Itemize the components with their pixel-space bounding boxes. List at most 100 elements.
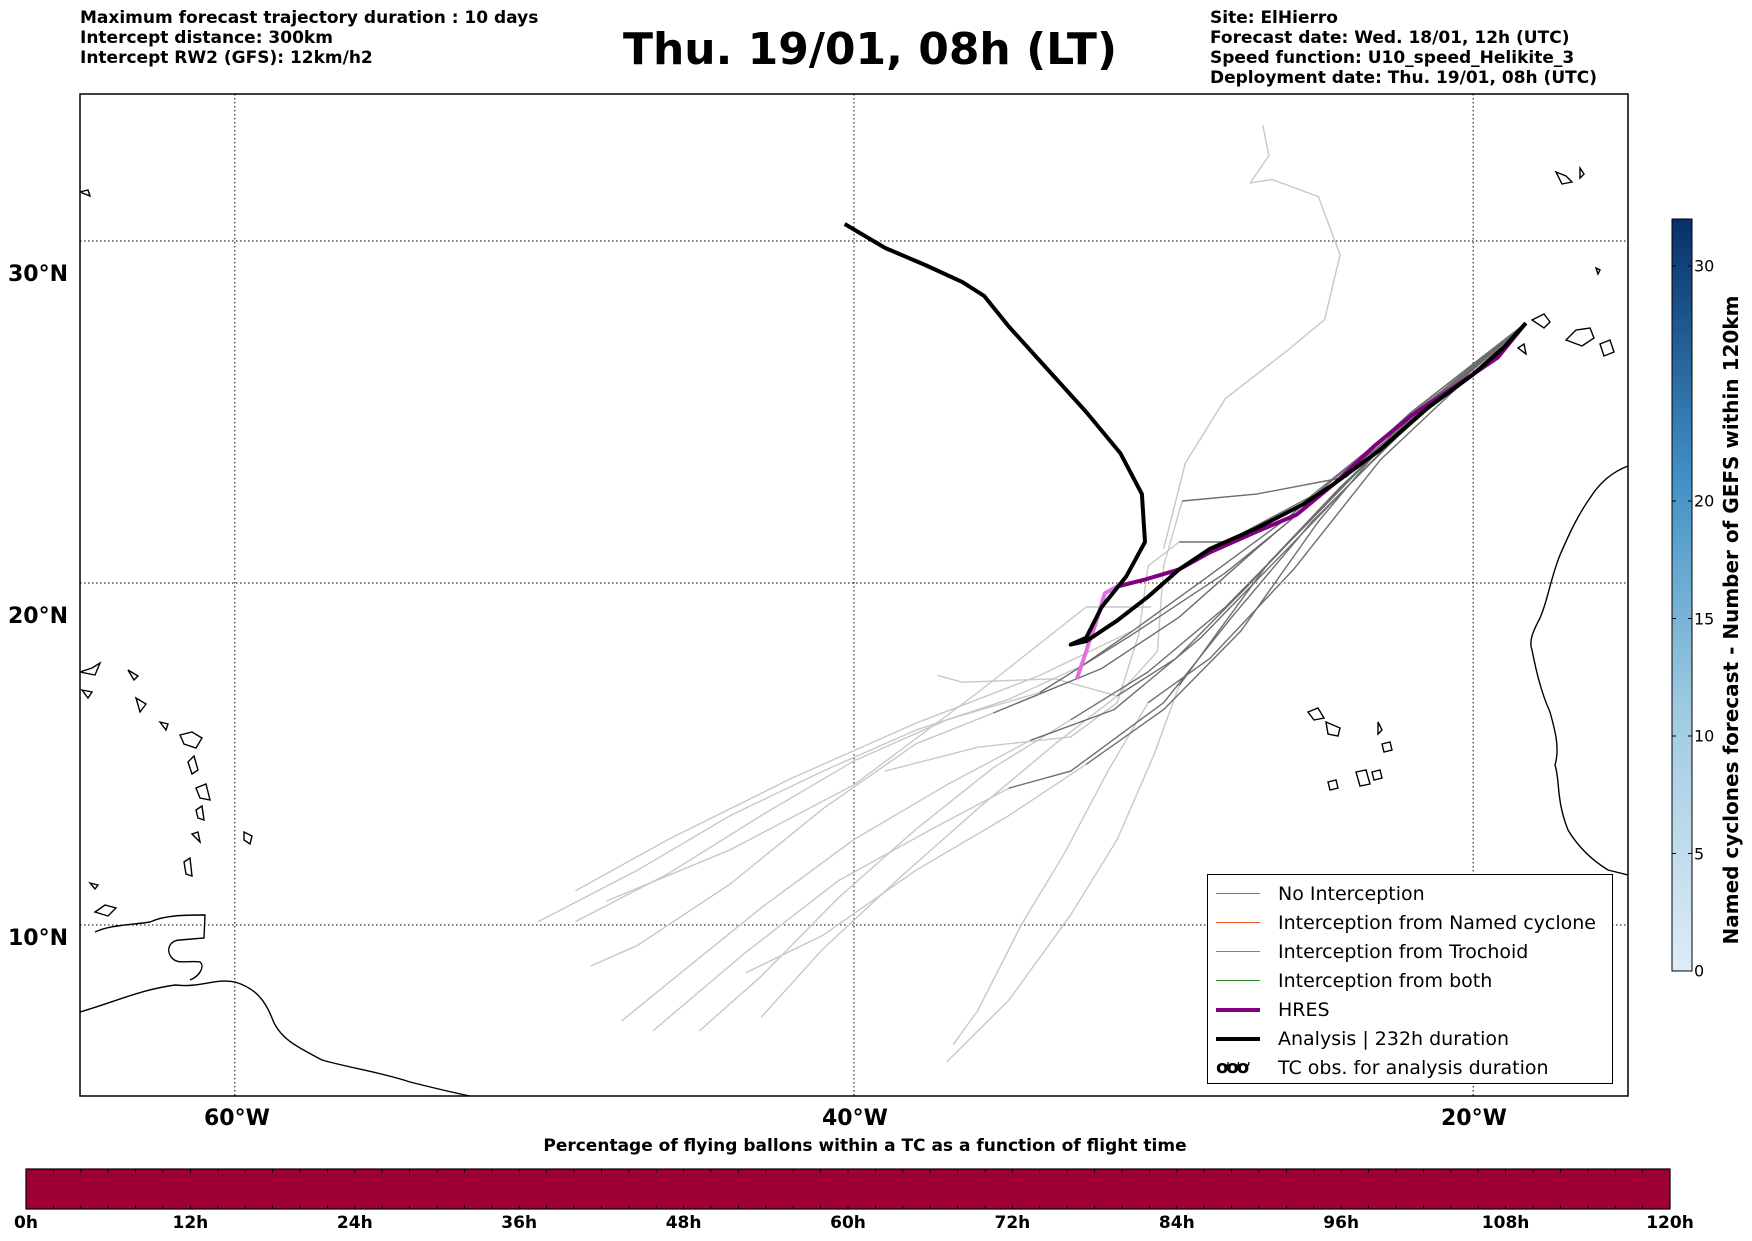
ensemble-track-light	[698, 719, 1072, 1032]
deployment-date-text: Deployment date: Thu. 19/01, 08h (UTC)	[1210, 68, 1597, 88]
africa-coast	[1530, 465, 1628, 876]
colorbar-tick-30: 30	[1694, 256, 1715, 276]
colorbar	[1671, 218, 1693, 972]
colorbar-label: Named cyclones forecast - Number of GEFS…	[1719, 295, 1743, 945]
caribbean-island-11	[190, 831, 202, 845]
intercept-rw2-text: Intercept RW2 (GFS): 12km/h2	[80, 48, 373, 68]
cape-verde-3	[1377, 721, 1383, 736]
ensemble-track-dark	[1147, 322, 1527, 704]
forecast-date-text: Forecast date: Wed. 18/01, 12h (UTC)	[1210, 28, 1570, 48]
cape-verde-7	[1371, 769, 1383, 781]
ensemble-track-light	[575, 630, 1133, 892]
tc-symbol-icon: ơơơ	[1216, 1057, 1249, 1078]
ensemble-track-light	[537, 664, 1084, 923]
legend-label: TC obs. for analysis duration	[1278, 1056, 1549, 1079]
caribbean-island-3	[80, 688, 94, 700]
cape-verde-5	[1327, 779, 1339, 791]
time-tick-36h: 36h	[501, 1213, 538, 1233]
analysis-track	[843, 222, 1528, 647]
colorbar-ticks	[1672, 265, 1692, 972]
colorbar-tick-0: 0	[1694, 961, 1705, 981]
trajectory-layer	[537, 124, 1528, 1063]
time-tick-120h: 120h	[1646, 1213, 1694, 1233]
colorbar-tick-20: 20	[1694, 491, 1715, 511]
map-frame	[79, 93, 1629, 1097]
caribbean-island-1	[93, 904, 118, 917]
caribbean-island-9	[195, 783, 211, 801]
colorbar-tick-5: 5	[1694, 844, 1705, 863]
hres-track-tail	[1075, 584, 1119, 680]
madeira-island-2	[1579, 165, 1585, 180]
lon-label-20w: 20°W	[1441, 1106, 1507, 1131]
legend-label: Interception from Trochoid	[1278, 940, 1529, 963]
intercept-distance-text: Intercept distance: 300km	[80, 28, 333, 48]
caribbean-island-8	[187, 754, 199, 776]
canary-island-2	[1564, 327, 1595, 347]
time-tick-48h: 48h	[665, 1213, 702, 1233]
legend-label: Interception from Named cyclone	[1278, 911, 1596, 934]
lon-label-40w: 40°W	[822, 1106, 888, 1131]
caribbean-island-14	[88, 881, 100, 891]
cape-verde-4	[1381, 741, 1393, 753]
percentage-bar-title: Percentage of flying ballons within a TC…	[543, 1136, 1187, 1156]
time-tick-108h: 108h	[1481, 1213, 1530, 1233]
page-title: Thu. 19/01, 08h (LT)	[622, 24, 1118, 75]
caribbean-island-5	[134, 696, 148, 714]
max-duration-text: Maximum forecast trajectory duration : 1…	[80, 8, 539, 28]
map-gridlines	[80, 94, 1628, 1096]
legend-label: Analysis | 232h duration	[1278, 1027, 1510, 1050]
legend-item-both: Interception from both	[1216, 966, 1612, 995]
lon-label-60w: 60°W	[204, 1106, 270, 1131]
caribbean-island-10	[195, 804, 205, 822]
time-tick-84h: 84h	[1158, 1213, 1195, 1233]
ensemble-track-light	[590, 712, 994, 967]
legend-item-hres: HRES	[1216, 995, 1612, 1024]
south-america-coast	[80, 980, 471, 1096]
caribbean-island-2	[80, 661, 102, 676]
time-tick-96h: 96h	[1323, 1213, 1360, 1233]
ensemble-track-light	[745, 763, 1087, 974]
legend-label: Interception from both	[1278, 969, 1493, 992]
time-tick-12h: 12h	[172, 1213, 209, 1233]
cape-verde-6	[1355, 769, 1371, 787]
map-legend: No Interception Interception from Named …	[1207, 874, 1613, 1084]
legend-swatch	[1216, 1007, 1260, 1012]
lat-label-20n: 20°N	[8, 604, 69, 629]
trinidad-venezuela-coast	[94, 914, 206, 981]
ensemble-track-light	[621, 739, 1031, 1022]
ensemble-track-light	[884, 541, 1180, 772]
lat-label-30n: 30°N	[8, 262, 69, 287]
time-tick-72h: 72h	[994, 1213, 1031, 1233]
caribbean-island-6	[158, 720, 169, 732]
legend-item-trochoid: Interception from Trochoid	[1216, 937, 1612, 966]
legend-swatch	[1216, 893, 1260, 894]
cape-verde-2	[1325, 720, 1341, 737]
ensemble-track-light	[946, 685, 1180, 1063]
lat-label-10n: 10°N	[8, 926, 69, 951]
canary-island-1	[1530, 313, 1551, 329]
time-tick-24h: 24h	[336, 1213, 373, 1233]
legend-label: No Interception	[1278, 882, 1425, 905]
colorbar-tick-10: 10	[1694, 726, 1715, 746]
ensemble-track-light	[952, 702, 1149, 1046]
legend-item-named-cyclone: Interception from Named cyclone	[1216, 908, 1612, 937]
caribbean-island-4	[127, 669, 140, 682]
legend-item-no-interception: No Interception	[1216, 879, 1612, 908]
legend-swatch	[1216, 980, 1260, 981]
percentage-bar-ticks	[25, 1169, 1671, 1209]
legend-swatch	[1216, 922, 1260, 923]
ensemble-track-light	[606, 606, 1152, 902]
caribbean-island-13	[243, 830, 253, 846]
legend-label: HRES	[1278, 998, 1330, 1021]
caribbean-island-12	[183, 856, 193, 878]
colorbar-tick-15: 15	[1694, 609, 1715, 628]
time-tick-60h: 60h	[830, 1213, 866, 1233]
atlantic-island-1	[80, 189, 92, 198]
legend-swatch	[1216, 1036, 1260, 1041]
atlantic-island-2	[1594, 266, 1601, 276]
canary-island-4	[1516, 342, 1528, 356]
canary-island-3	[1599, 339, 1615, 357]
cape-verde-1	[1306, 707, 1326, 721]
legend-item-tc-obs: ơơơ TC obs. for analysis duration	[1216, 1053, 1612, 1082]
ensemble-track-light	[760, 695, 1118, 1018]
